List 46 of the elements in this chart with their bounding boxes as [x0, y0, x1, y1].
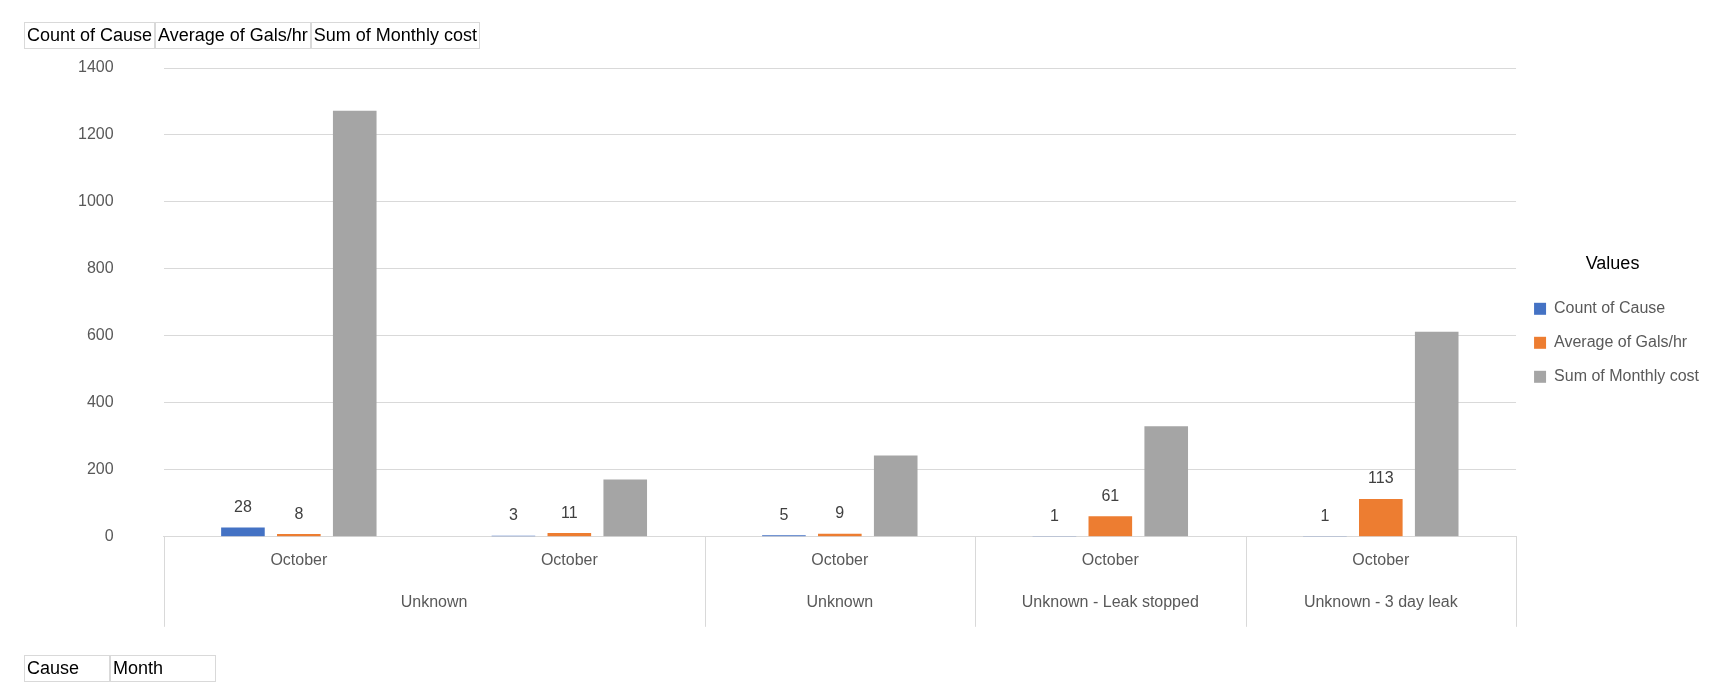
legend-title: Values [1585, 253, 1640, 274]
text: Cause [24, 655, 110, 682]
bar [547, 533, 592, 537]
y-tick-label: 0 [104, 527, 114, 545]
data-label: 11 [561, 503, 578, 521]
y-tick-label: 1200 [78, 125, 114, 143]
data-label: 61 [1101, 486, 1120, 504]
x-tick-label: October [1081, 550, 1140, 568]
bar [603, 479, 648, 537]
legend-label: Average of Gals/hr [1554, 333, 1688, 351]
bar [1414, 331, 1459, 537]
bar [332, 110, 377, 537]
text: Unknown [806, 593, 874, 611]
y-tick-label: 400 [86, 393, 114, 411]
y-tick-label: 200 [86, 460, 114, 478]
text: Month [110, 655, 216, 682]
text: Unknown - 3 day leak [1303, 593, 1459, 611]
bar [1088, 516, 1133, 537]
data-label: 3 [508, 506, 518, 524]
data-label: 1 [1320, 506, 1330, 524]
y-tick-label: 1400 [78, 58, 114, 76]
x-tick-label: October [1352, 550, 1410, 568]
data-label: 9 [835, 504, 845, 522]
legend-label: Count of Cause [1554, 299, 1666, 317]
y-tick-label: 600 [86, 326, 114, 344]
data-label: 113 [1368, 469, 1394, 487]
data-label: 8 [294, 504, 304, 522]
text: Count of Cause [24, 22, 156, 49]
bar [277, 534, 321, 537]
legend-label: Sum of Monthly cost [1554, 367, 1700, 385]
data-label: 28 [234, 497, 252, 515]
bar [1359, 498, 1403, 537]
data-label: 1 [1049, 506, 1059, 524]
x-tick-label: October [270, 550, 328, 568]
x-tick-label: October [811, 550, 869, 568]
text: Average of Gals/hr [155, 22, 311, 49]
bar [873, 455, 918, 537]
bar [221, 527, 265, 537]
y-tick-label: 1000 [78, 192, 114, 210]
x-tick-label: October [540, 550, 599, 568]
y-tick-label: 800 [86, 259, 114, 277]
text: Unknown - Leak stopped [1021, 593, 1199, 611]
text: Sum of Monthly cost [310, 22, 480, 49]
bar [1144, 426, 1189, 537]
text: Unknown [400, 593, 468, 611]
data-label: 5 [779, 505, 789, 523]
